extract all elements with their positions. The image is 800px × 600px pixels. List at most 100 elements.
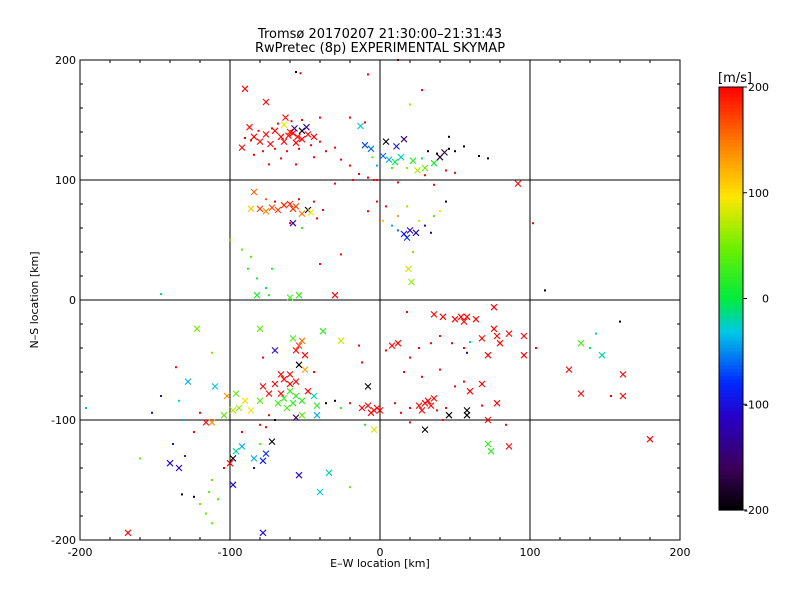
colorbar-segment [719, 457, 743, 462]
data-point-cross-stroke [298, 135, 306, 143]
data-point-cross [280, 375, 288, 383]
colorbar-segment [719, 421, 743, 426]
data-point-dot [256, 277, 258, 280]
data-point-cross [292, 203, 300, 210]
data-point-cross [265, 390, 273, 397]
data-point-cross [253, 291, 261, 299]
data-point-cross-stroke [229, 455, 237, 462]
data-point-dot [481, 404, 483, 407]
data-point-cross-stroke [289, 335, 297, 342]
data-point-cross [267, 140, 274, 148]
colorbar-segment [719, 235, 743, 240]
data-point-cross-stroke [193, 325, 201, 333]
data-point-cross [472, 315, 480, 323]
data-point-cross [565, 366, 573, 373]
data-point-cross [313, 411, 321, 419]
data-point-cross-stroke [280, 201, 288, 209]
data-point-dot [421, 89, 423, 91]
data-point-cross [295, 361, 303, 369]
data-point-dot [271, 127, 273, 130]
colorbar-segment [719, 379, 743, 384]
data-point-cross-stroke [259, 457, 267, 465]
data-point-cross [286, 371, 294, 378]
data-point-cross-stroke [289, 399, 297, 407]
data-point-cross [220, 411, 228, 419]
data-point-cross [250, 133, 258, 141]
colorbar-segment [719, 115, 743, 120]
data-point-dot [340, 253, 342, 256]
data-point-cross-stroke [256, 325, 264, 333]
colorbar-segment [719, 199, 743, 204]
colorbar-segment [719, 294, 743, 300]
data-point-dot [274, 147, 276, 150]
colorbar-segment [719, 471, 743, 476]
data-point-cross [291, 125, 298, 132]
data-point-cross [175, 464, 183, 472]
data-point-cross-stroke [337, 337, 345, 345]
data-point-cross [364, 402, 372, 409]
data-point-dot [466, 351, 468, 354]
data-point-cross-stroke [282, 114, 289, 121]
colorbar-segment [719, 460, 743, 465]
data-point-cross-stroke [409, 157, 417, 165]
colorbar-segment [719, 263, 743, 268]
data-point-cross [294, 133, 301, 141]
data-point-cross [493, 399, 501, 407]
data-point-cross [310, 392, 318, 400]
data-point-dot [205, 512, 207, 515]
data-point-cross [259, 383, 267, 390]
data-point-dot [340, 407, 342, 409]
data-point-dot [277, 122, 279, 125]
data-point-cross-stroke [619, 371, 627, 378]
data-point-cross [385, 156, 393, 163]
colorbar-segment [719, 164, 743, 169]
colorbar-segment [719, 266, 743, 271]
colorbar-segment [719, 443, 743, 448]
data-point-cross [412, 229, 420, 237]
data-point-cross-stroke [238, 443, 246, 450]
data-point-cross [256, 397, 264, 405]
data-point-cross-stroke [226, 459, 234, 467]
data-point-cross [445, 411, 453, 419]
data-point-dot [418, 347, 420, 349]
data-point-cross [280, 395, 288, 402]
colorbar-segment [719, 393, 743, 398]
data-point-cross-stroke [424, 397, 432, 405]
data-point-cross [415, 402, 423, 409]
data-point-cross-stroke [280, 138, 288, 145]
data-point-dot [439, 368, 441, 371]
data-point-cross-stroke [298, 411, 306, 419]
data-point-cross-stroke [484, 416, 492, 424]
colorbar-segment [719, 407, 743, 412]
data-point-cross-stroke [268, 438, 276, 445]
data-point-dot [139, 457, 141, 460]
colorbar-segment [719, 220, 743, 226]
data-point-cross [280, 201, 288, 209]
data-point-dot [439, 210, 441, 213]
data-point-dot [385, 205, 387, 208]
y-axis-label: N–S location [km] [28, 251, 41, 348]
data-point-cross [298, 337, 306, 345]
data-point-cross-stroke [292, 392, 300, 400]
data-point-cross-stroke [271, 127, 279, 135]
data-point-cross [166, 459, 174, 467]
data-point-dot [193, 495, 195, 498]
data-point-dot [319, 140, 321, 143]
colorbar-segment [719, 287, 743, 293]
data-point-dot [403, 371, 405, 373]
colorbar-segment [719, 284, 743, 289]
data-point-dot [478, 155, 480, 157]
data-point-dot [352, 179, 354, 181]
data-point-cross [292, 378, 300, 385]
colorbar-segment [719, 129, 743, 134]
data-point-cross-stroke [256, 138, 264, 145]
data-point-cross-stroke [310, 392, 318, 400]
data-point-dot [409, 421, 411, 424]
y-tick-label: 100 [55, 174, 76, 187]
colorbar-segment [719, 185, 743, 190]
colorbar-segment [719, 347, 743, 352]
data-point-cross-stroke [463, 407, 471, 414]
colorbar-segment [719, 118, 743, 123]
colorbar-segment [719, 365, 743, 370]
